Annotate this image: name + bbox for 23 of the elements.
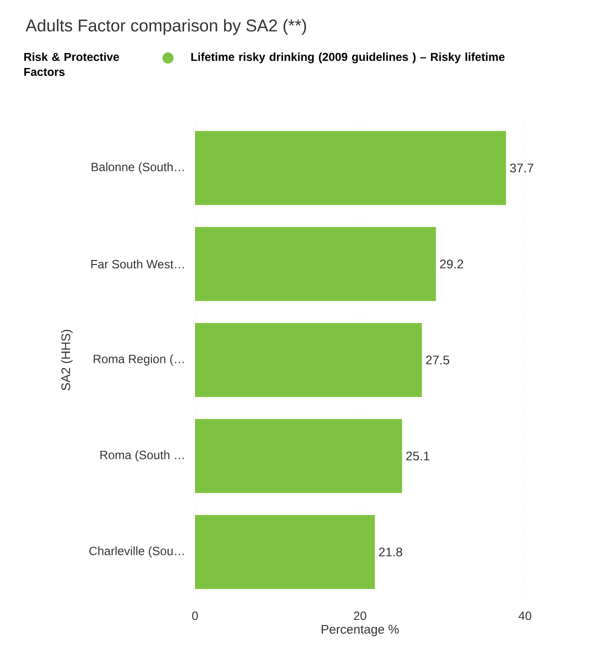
bar xyxy=(195,419,402,494)
chart-title: Adults Factor comparison by SA2 (**) xyxy=(26,19,306,35)
data-label: 25.1 xyxy=(406,452,430,460)
bar xyxy=(195,131,506,206)
x-axis-title: Percentage % xyxy=(322,624,399,636)
y-tick-label: Charleville (Sou… xyxy=(89,546,184,558)
legend-title: Risk & Protective Factors xyxy=(24,52,119,76)
data-label: 29.2 xyxy=(440,260,464,268)
data-label: 27.5 xyxy=(426,356,450,364)
y-tick-label: Balonne (South… xyxy=(92,162,184,174)
x-tick-label: 40 xyxy=(518,612,532,620)
bar xyxy=(195,227,436,302)
legend-label: Lifetime risky drinking (2009 guidelines ) – Risky lifetime xyxy=(191,52,505,64)
y-tick-label: Far South West… xyxy=(91,260,184,268)
bar xyxy=(195,515,375,590)
bar xyxy=(195,323,422,398)
y-axis-title: SA2 (HHS) xyxy=(61,330,73,390)
data-label: 37.7 xyxy=(510,164,534,172)
data-label: 21.8 xyxy=(379,548,402,556)
y-tick-label: Roma Region (… xyxy=(94,354,184,366)
x-tick-label: 20 xyxy=(354,612,366,620)
y-tick-label: Roma (South … xyxy=(100,450,184,462)
x-tick-label: 0 xyxy=(192,612,198,620)
